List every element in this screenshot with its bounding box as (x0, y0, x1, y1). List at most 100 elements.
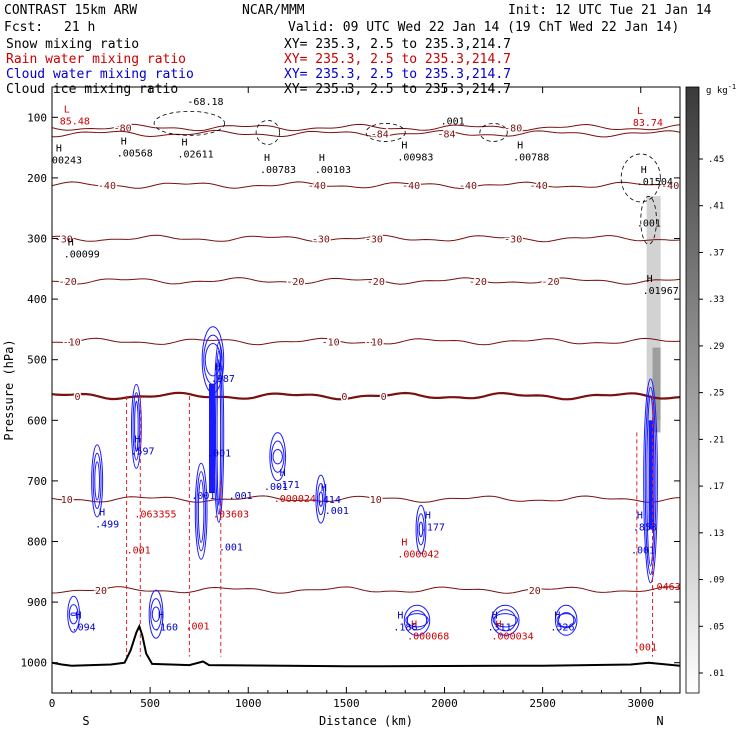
legend-cloud-ice-xy: XY= 235.3, 2.5 to 235.3,214.7 (284, 82, 511, 97)
cloud-water-contour (150, 598, 162, 631)
cloud-water-core (648, 420, 654, 530)
contour-annotation: .001 (264, 482, 288, 493)
valid-time: Valid: 09 UTC Wed 22 Jan 14 (19 ChT Wed … (288, 20, 679, 35)
isotherm-label: -30 (55, 235, 73, 246)
contour-annotation: .001 (191, 491, 215, 502)
extremum-value: .02611 (178, 150, 214, 161)
forecast-hour: 21 h (64, 20, 95, 35)
snow-shading-core (652, 347, 661, 433)
cloud-water-contour (216, 358, 222, 507)
extremum-symbol: H (121, 136, 127, 147)
extremum-value: 85.48 (60, 116, 90, 127)
extremum-symbol: H (319, 153, 325, 164)
colorbar (685, 86, 700, 694)
snow-ice-contour (255, 120, 281, 145)
snow-ice-contour (479, 123, 508, 142)
cloud-water-contour (214, 350, 223, 515)
colorbar-label: .25 (708, 389, 724, 399)
y-tick-label: 1000 (21, 657, 48, 670)
extremum-symbol: H (56, 144, 62, 155)
legend-cloud-ice-label: Cloud ice mixing ratio (6, 82, 178, 97)
cloud-water-contour (556, 613, 576, 628)
cloud-water-contour (406, 610, 428, 631)
isotherm-label: -80 (504, 124, 522, 135)
extremum-symbol: H (321, 483, 327, 494)
extremum-symbol: H (641, 165, 647, 176)
cloud-water-contour (194, 462, 208, 560)
extremum-symbol: L (637, 106, 643, 117)
extremum-value: .000034 (492, 631, 534, 642)
cloud-water-contour (196, 471, 206, 552)
isotherm-line (52, 337, 680, 346)
extremum-symbol: H (134, 435, 140, 446)
cloud-water-contour (67, 595, 80, 633)
snow-ice-contour (365, 123, 406, 142)
y-tick-label: 500 (27, 354, 47, 367)
cloud-water-contour (494, 609, 517, 632)
isotherm-label: -40 (530, 181, 548, 192)
extremum-value: .177 (421, 522, 445, 533)
isotherm-label: 10 (61, 495, 73, 506)
extremum-symbol: H (76, 610, 82, 621)
cloud-water-contour (558, 612, 575, 629)
isotherm-label: -20 (367, 277, 385, 288)
y-tick-label: 900 (27, 596, 47, 609)
cloud-water-contour (91, 444, 104, 518)
colorbar-label: .41 (708, 202, 724, 212)
cloud-water-contour (70, 612, 77, 616)
cloud-water-contour (269, 432, 287, 482)
cloud-water-contour (491, 604, 520, 636)
colorbar-label: .45 (708, 155, 724, 165)
cloud-water-contour (130, 383, 142, 469)
extremum-symbol: H (647, 274, 653, 285)
legend-cloud-water-label: Cloud water mixing ratio (6, 67, 194, 82)
isotherm-label: 0 (74, 392, 80, 403)
colorbar-label: .37 (708, 248, 724, 258)
contour-annotation: .0463 (651, 582, 681, 593)
isotherm-label: -10 (322, 338, 340, 349)
isotherm-line (52, 234, 680, 243)
cloud-water-contour (554, 604, 578, 636)
extremum-symbol: H (637, 510, 643, 521)
colorbar-label: .13 (708, 529, 724, 539)
isotherm-label: -84 (371, 130, 389, 141)
y-tick-label: 400 (27, 293, 47, 306)
cloud-water-contour (643, 378, 658, 584)
extremum-symbol: H (68, 238, 74, 249)
isotherm-label: -20 (286, 277, 304, 288)
colorbar-label: .29 (708, 342, 724, 352)
extremum-symbol: H (425, 510, 431, 521)
extremum-symbol: H (496, 619, 502, 630)
organization: NCAR/MMM (242, 3, 305, 18)
isotherm-label: 20 (529, 586, 541, 597)
colorbar-label: .01 (708, 669, 724, 679)
cloud-water-contour (272, 448, 283, 465)
contour-annotation: .000024 (274, 494, 316, 505)
isotherm-label: -40 (308, 181, 326, 192)
x-tick-label: 3000 (628, 697, 655, 710)
isotherm-label: -10 (63, 338, 81, 349)
isotherm-label: -40 (661, 181, 679, 192)
contour-annotation: .001 (219, 543, 243, 554)
isotherm-line (52, 495, 680, 503)
extremum-value: .000068 (407, 631, 449, 642)
legend-snow-xy: XY= 235.3, 2.5 to 235.3,214.7 (284, 37, 511, 52)
cloud-water-contour (148, 589, 164, 639)
extremum-value: .499 (95, 519, 119, 530)
isotherm-label: -84 (437, 130, 455, 141)
isotherm-label: -40 (459, 181, 477, 192)
isotherm-label: -20 (469, 277, 487, 288)
y-tick-label: 700 (27, 475, 47, 488)
extremum-value: .186 (393, 622, 417, 633)
extremum-value: .00568 (117, 148, 153, 159)
snow-ice-contour (640, 195, 657, 245)
extremum-value: .00788 (513, 153, 549, 164)
colorbar-label: .21 (708, 435, 724, 445)
plot-area: -80 -80 -84 -84 -40 -40 -40 -40 -40 -40 -30 -30 -30 -… (52, 97, 681, 668)
extremum-value: .160 (154, 622, 178, 633)
isotherm-label: -40 (98, 181, 116, 192)
extremum-value: .311 (488, 622, 512, 633)
colorbar-unit: g kg-1 (706, 83, 736, 96)
contour-annotation: .001 (229, 491, 253, 502)
endpoint-north: N (656, 714, 663, 728)
